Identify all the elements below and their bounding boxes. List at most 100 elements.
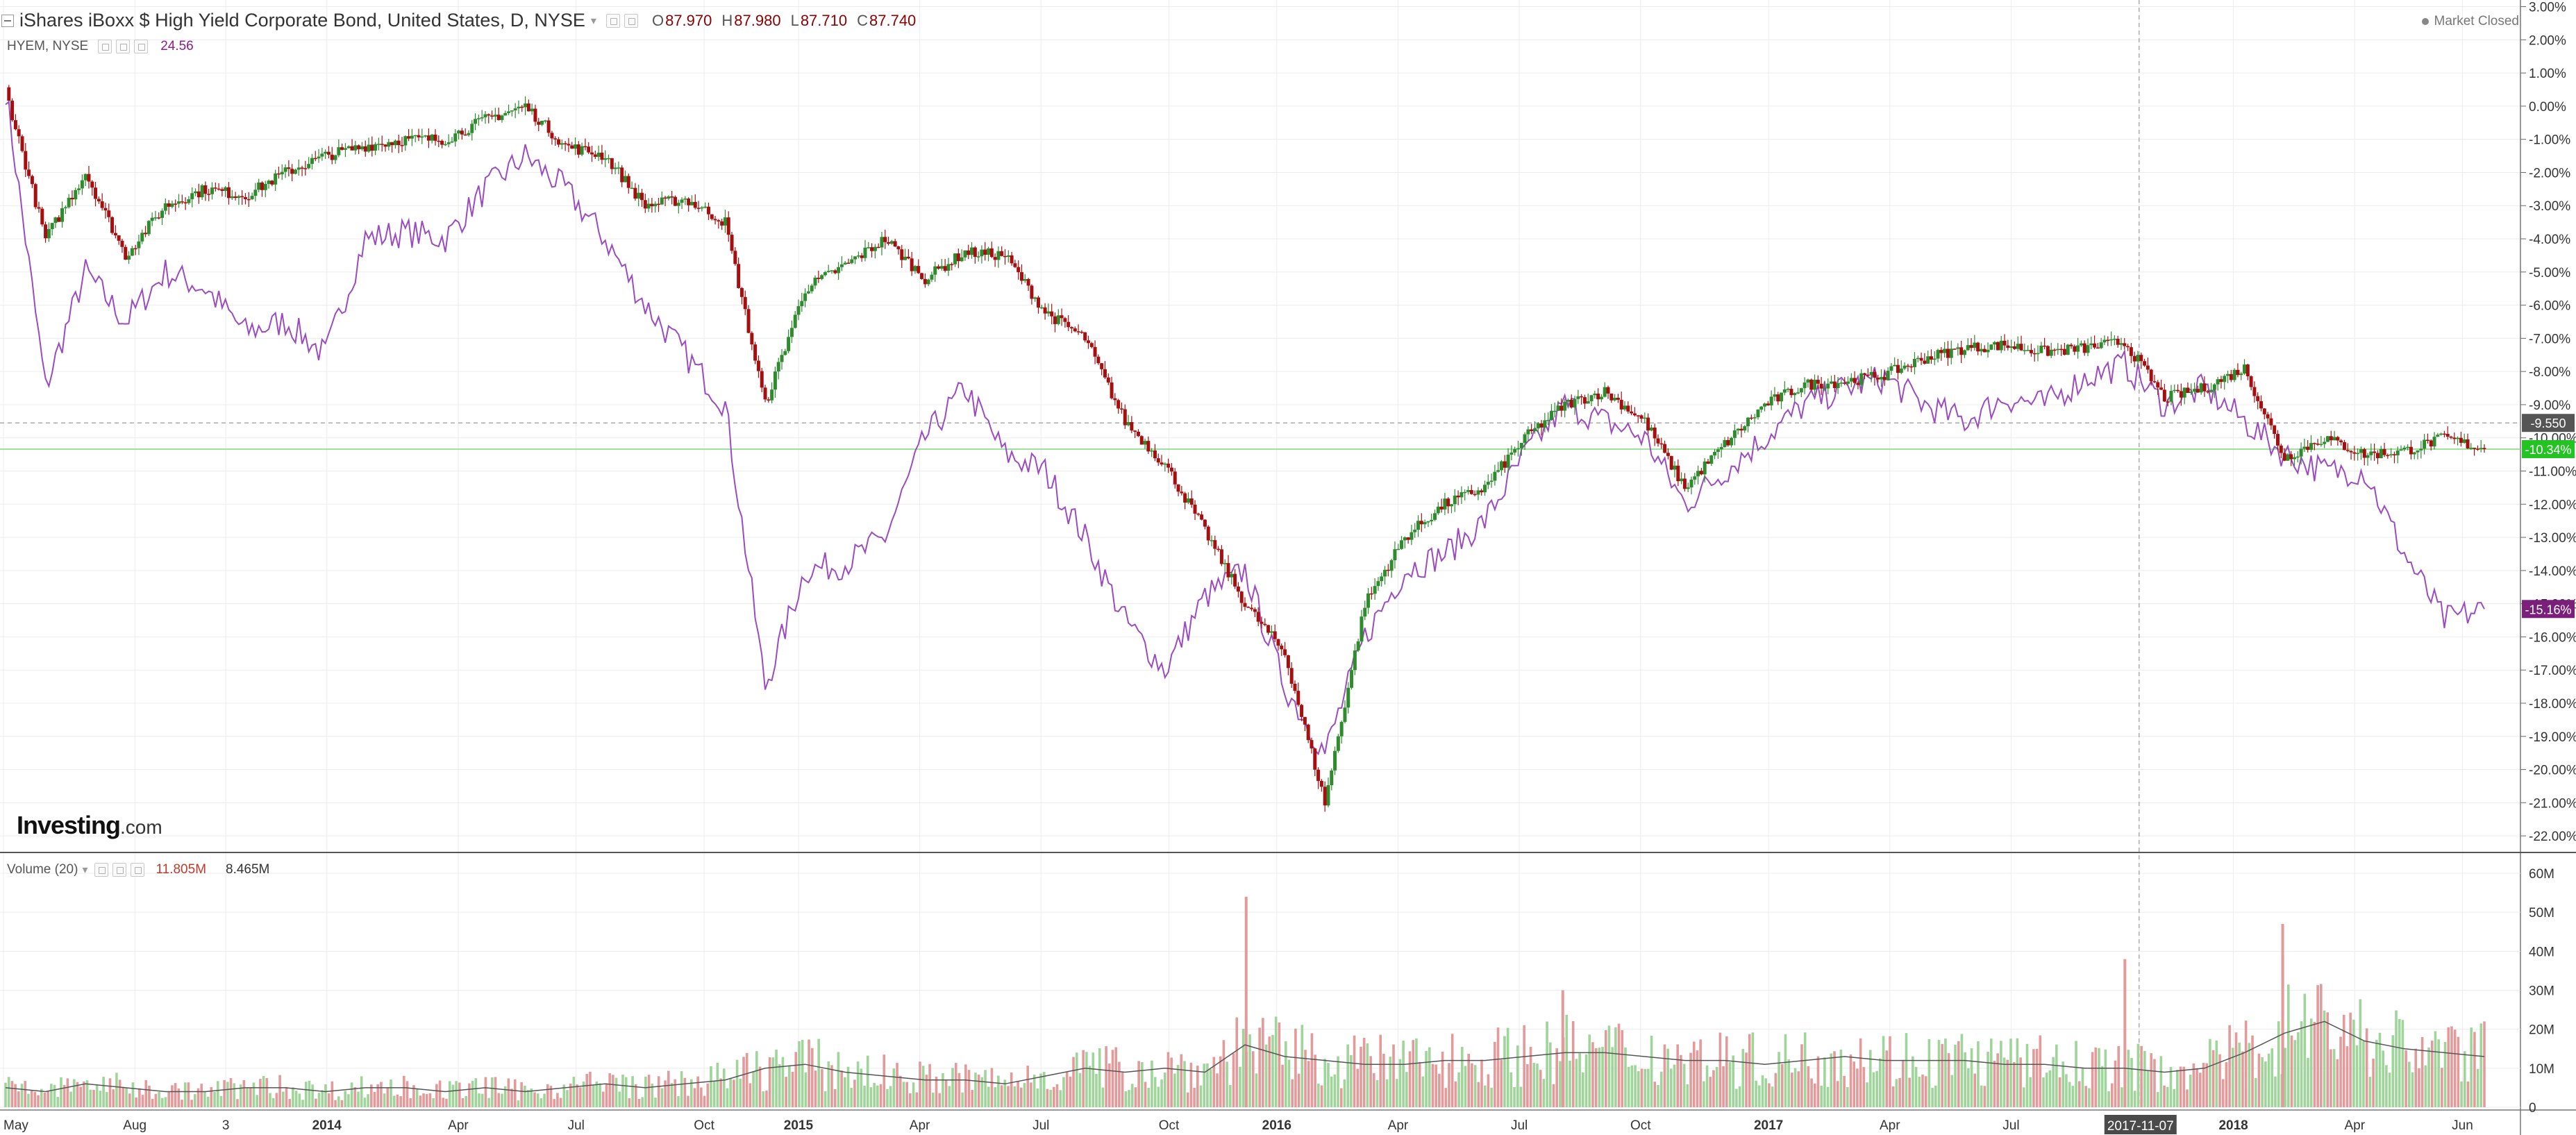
close-icon[interactable] [134,40,149,53]
x-tick-label: 2014 [312,1118,342,1133]
candle-body [1373,586,1377,594]
volume-bar [1715,1067,1718,1107]
hide-icon[interactable] [98,40,112,53]
candle-body [1746,417,1750,427]
volume-bar [1542,1079,1546,1107]
volume-bar [1882,1036,1885,1107]
candle-body [1010,255,1014,264]
format-icon[interactable] [624,13,638,28]
volume-bar [95,1084,99,1107]
volume-bar [458,1082,461,1107]
candle-body [2466,439,2470,448]
candle-body [1406,537,1410,540]
candle-body [1260,621,1264,624]
candle-body [1669,455,1673,470]
volume-bar [331,1081,334,1107]
volume-bar [830,1065,833,1107]
volume-bar [2019,1057,2022,1107]
volume-bar [304,1082,308,1107]
volume-bar [886,1088,889,1107]
close-icon[interactable] [131,863,145,877]
volume-bar [2460,1081,2463,1107]
volume-bar [1673,1064,1676,1107]
candle-body [2209,389,2214,392]
candle-body [1973,342,1977,348]
candle-body [953,253,957,264]
candle-body [1253,609,1257,612]
candle-body [1303,716,1307,725]
volume-bar [455,1081,458,1107]
candle-body [1609,393,1614,401]
volume-bar [1947,1053,1950,1107]
volume-tick-label: 10M [2529,1062,2554,1077]
volume-bar [932,1092,935,1107]
candle-body [1909,366,1914,368]
candle-body [873,246,877,251]
volume-bar [1523,1025,1525,1107]
volume-bar [912,1082,915,1107]
volume-bar [967,1070,971,1107]
volume-bar [294,1091,298,1107]
candle-body [1549,411,1553,420]
candle-body [526,103,530,112]
settings-icon[interactable] [112,863,127,877]
volume-bar [944,1080,948,1107]
candle-body [303,168,308,169]
volume-bar [301,1100,304,1107]
candle-body [593,154,597,157]
volume-bar [1640,1068,1644,1107]
volume-bar [1768,1083,1771,1107]
candle-body [1506,454,1510,468]
candle-body [987,248,991,255]
volume-bar [2189,1075,2192,1107]
collapse-icon[interactable] [1,14,14,27]
candle-body [926,279,930,285]
candle-body [1643,417,1647,419]
candle-body [1226,563,1230,578]
volume-bar [2257,1053,2261,1107]
candle-body [1463,491,1467,494]
volume-bar [925,1075,928,1107]
hide-icon[interactable] [94,863,109,877]
volume-bar [298,1093,301,1107]
volume-bar [2443,1042,2447,1107]
chevron-down-icon[interactable]: ▾ [82,864,88,876]
volume-spike-bar [2123,959,2127,1107]
volume-bar [1559,1061,1562,1107]
volume-bar [1385,1079,1389,1107]
candle-body [2392,454,2396,455]
volume-bar [1872,1072,1875,1107]
volume-bar [194,1094,196,1107]
candle-body [590,152,594,155]
volume-bar [810,1048,814,1107]
volume-bar [1548,1042,1552,1107]
volume-bar [2127,1050,2130,1107]
candle-body [2049,349,2053,356]
candle-body [1839,382,1843,384]
settings-icon[interactable] [605,13,620,28]
volume-bar [1392,1044,1395,1107]
candle-body [946,264,951,271]
candle-body [1566,399,1570,402]
candle-body [1896,364,1900,373]
candle-body [250,196,254,199]
settings-icon[interactable] [116,40,131,53]
volume-bar [1607,1025,1611,1107]
candle-body [1263,623,1267,625]
chevron-down-icon[interactable]: ▾ [590,15,596,27]
volume-bar [2196,1068,2198,1107]
volume-bar [1255,1073,1258,1107]
volume-bar [1473,1065,1477,1107]
volume-bar [693,1088,696,1107]
candle-body [1912,359,1916,367]
volume-bar [1494,1041,1496,1107]
volume-bar [2094,1048,2098,1107]
candle-body [2289,454,2293,460]
volume-bar [1343,1079,1346,1107]
volume-bar [1960,1034,1964,1107]
volume-bar [1219,1056,1222,1107]
candle-body [1256,612,1260,622]
candle-body [1323,787,1327,806]
